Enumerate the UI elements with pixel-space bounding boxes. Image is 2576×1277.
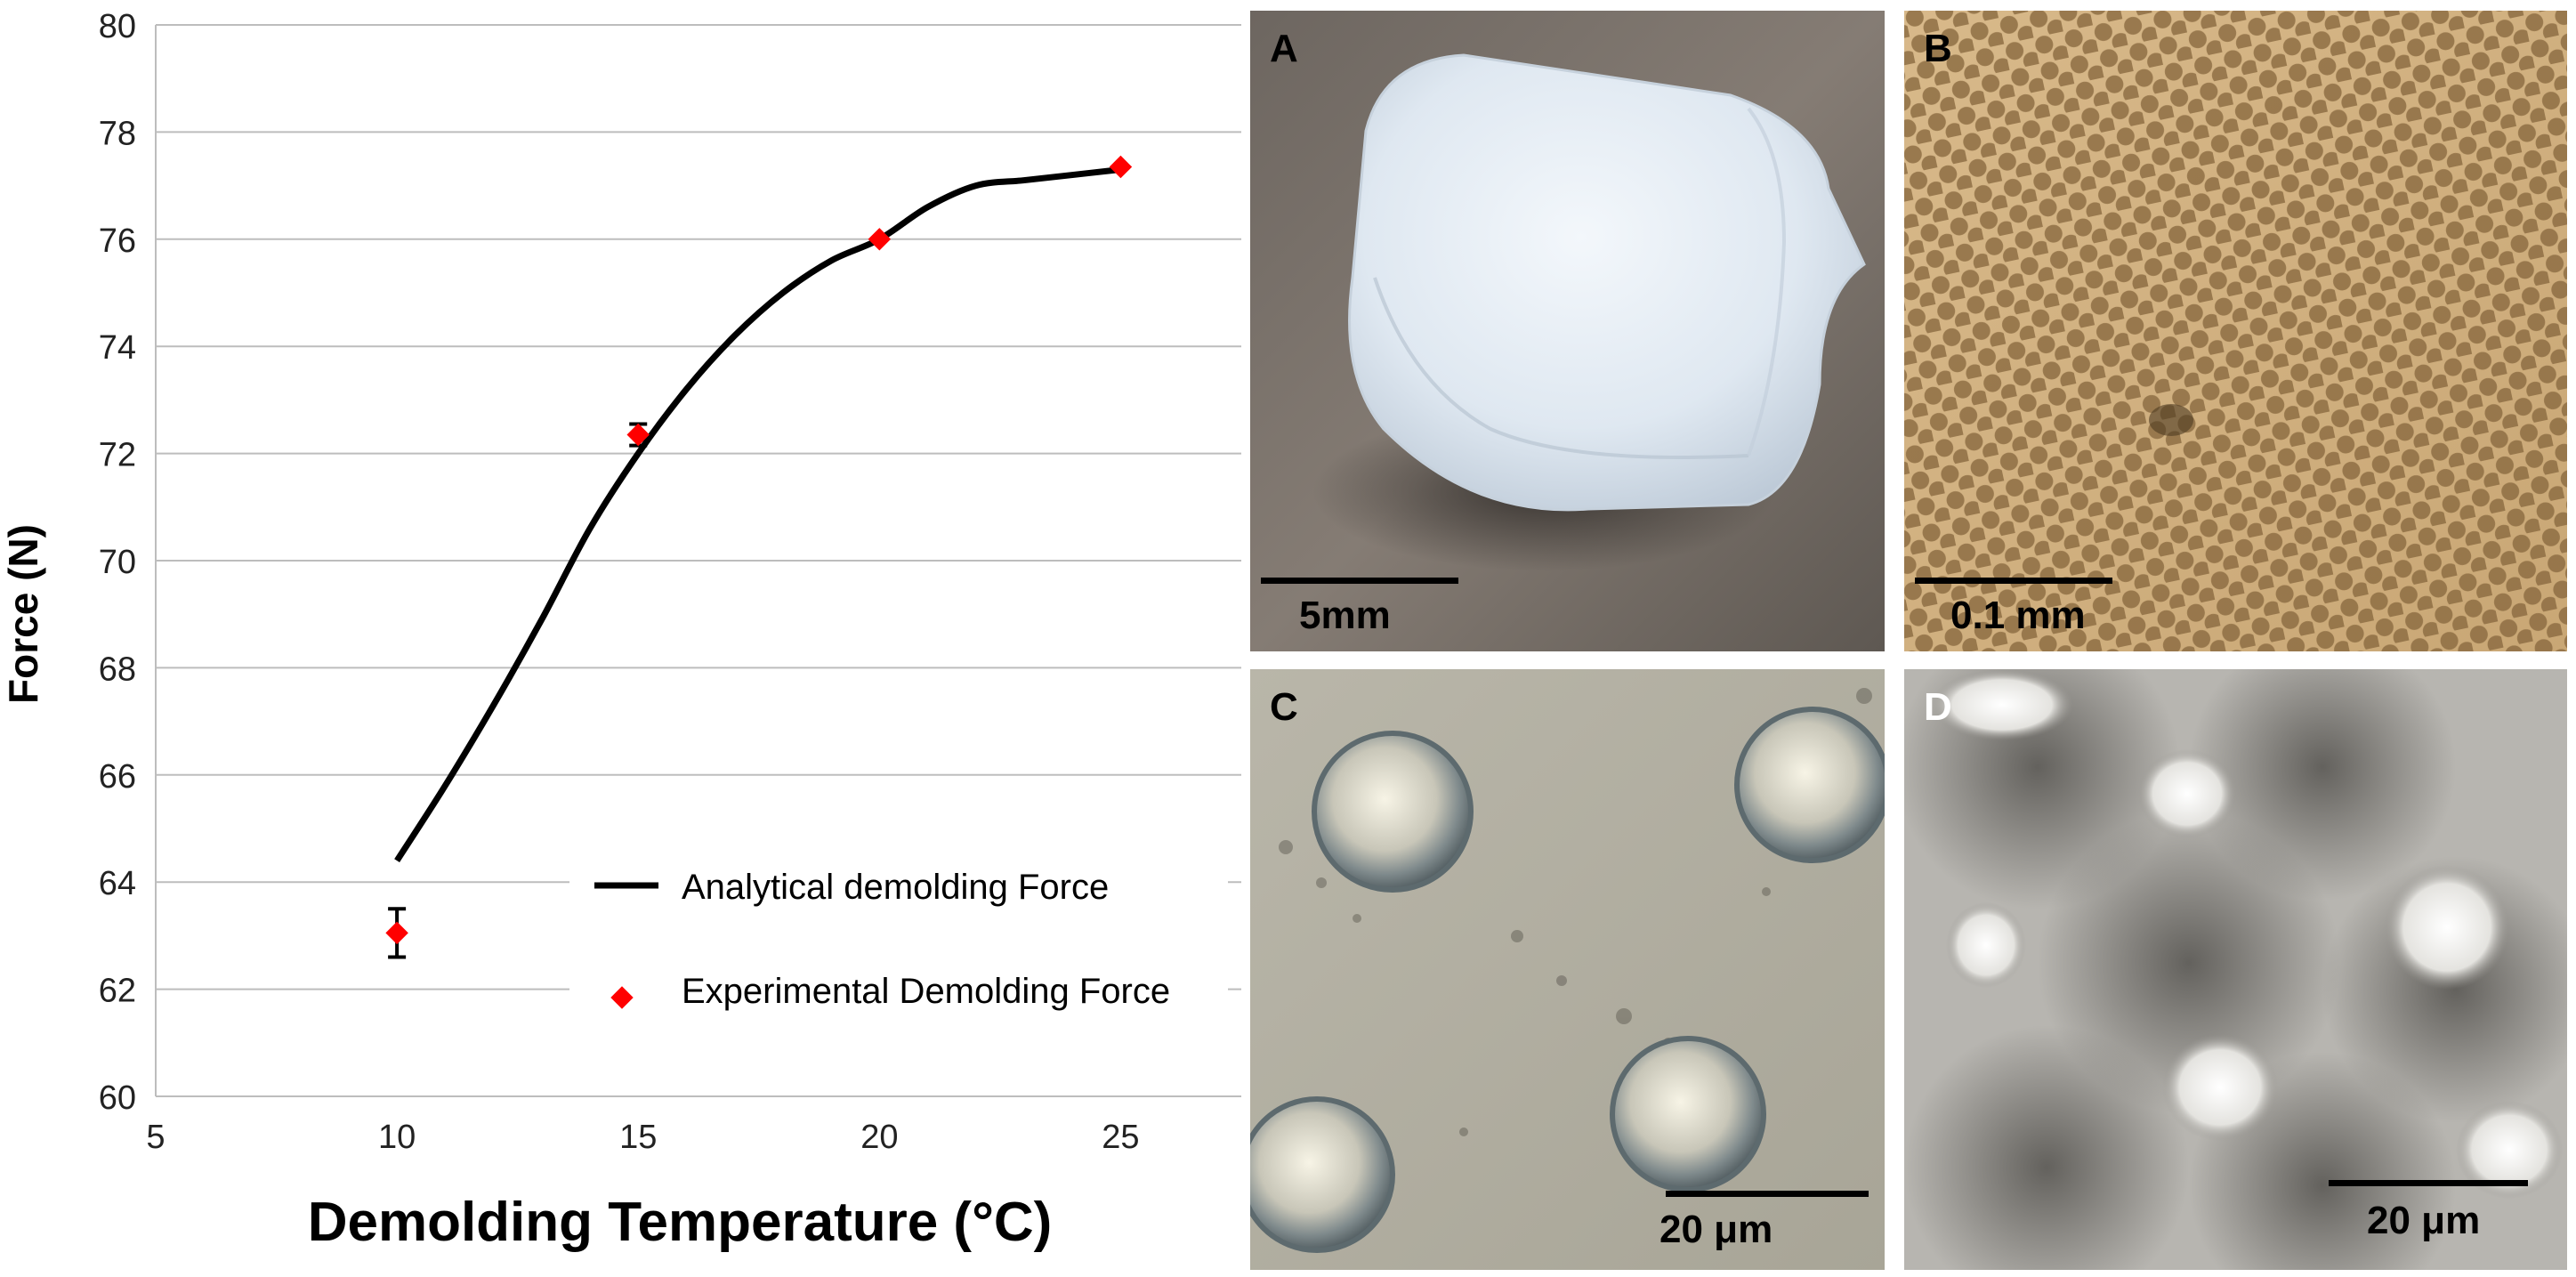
scale-bar-c [1666, 1191, 1869, 1197]
experimental-point [626, 423, 650, 447]
panel-letter-a: A [1270, 27, 1298, 70]
panel-letter-b: B [1924, 27, 1952, 70]
x-tick-label: 15 [619, 1119, 657, 1156]
scale-label-b: 0.1 mm [1950, 594, 2086, 637]
experimental-point [1109, 155, 1133, 179]
y-axis-label: Force (N) [0, 524, 46, 704]
force-chart: 60 62 64 66 68 70 72 74 76 78 80 5 10 15 20 25 Analyti… [0, 8, 1241, 1253]
photo-panel-c: C 20 μm [1250, 669, 1885, 1270]
panel-letter-c: C [1270, 685, 1298, 729]
x-tick-label: 5 [146, 1119, 165, 1156]
photo-panel-b: B 0.1 mm [1904, 11, 2567, 651]
scale-bar-d [2329, 1180, 2528, 1186]
microwell-closeup-photo [1250, 669, 1885, 1270]
y-tick-label: 66 [99, 758, 136, 796]
cell-culture-photo [1904, 669, 2567, 1270]
x-tick-label: 10 [378, 1119, 416, 1156]
photo-panel-d: D 20 μm [1904, 669, 2567, 1270]
micropillar-array-photo [1904, 11, 2567, 651]
scale-label-d: 20 μm [2367, 1199, 2481, 1242]
x-tick-label: 25 [1102, 1119, 1139, 1156]
y-tick-label: 74 [99, 329, 136, 367]
x-axis-label: Demolding Temperature (°C) [308, 1192, 1053, 1253]
grid-lines [156, 24, 1241, 990]
y-tick-label: 60 [99, 1079, 136, 1117]
scale-bar-a [1261, 578, 1458, 584]
y-tick-label: 78 [99, 115, 136, 152]
y-tick-label: 80 [99, 8, 136, 45]
experimental-point [868, 228, 892, 251]
y-tick-label: 62 [99, 973, 136, 1010]
axes [155, 25, 1241, 1097]
experimental-series [385, 155, 1133, 959]
legend-background [569, 845, 1228, 1023]
y-tick-label: 72 [99, 437, 136, 474]
pdms-block-photo [1250, 11, 1885, 651]
y-tick-label: 68 [99, 651, 136, 688]
y-tick-label: 70 [99, 544, 136, 581]
y-tick-labels: 60 62 64 66 68 70 72 74 76 78 80 [99, 8, 136, 1117]
scale-label-a: 5mm [1299, 594, 1391, 637]
analytical-force-curve [394, 166, 1121, 863]
y-tick-label: 64 [99, 865, 136, 902]
photo-panel-a: A 5mm [1250, 11, 1885, 651]
experimental-point [385, 921, 408, 945]
analytical-series [394, 166, 1121, 863]
legend-label-analytical: Analytical demolding Force [682, 868, 1109, 907]
legend-label-experimental: Experimental Demolding Force [682, 972, 1170, 1011]
scale-bar-b [1915, 578, 2112, 584]
y-tick-label: 76 [99, 222, 136, 260]
scale-label-c: 20 μm [1659, 1208, 1773, 1251]
panel-letter-d: D [1924, 685, 1952, 729]
x-tick-labels: 5 10 15 20 25 [146, 1119, 1139, 1156]
x-tick-label: 20 [860, 1119, 898, 1156]
legend: Analytical demolding Force Experimental … [569, 845, 1228, 1023]
